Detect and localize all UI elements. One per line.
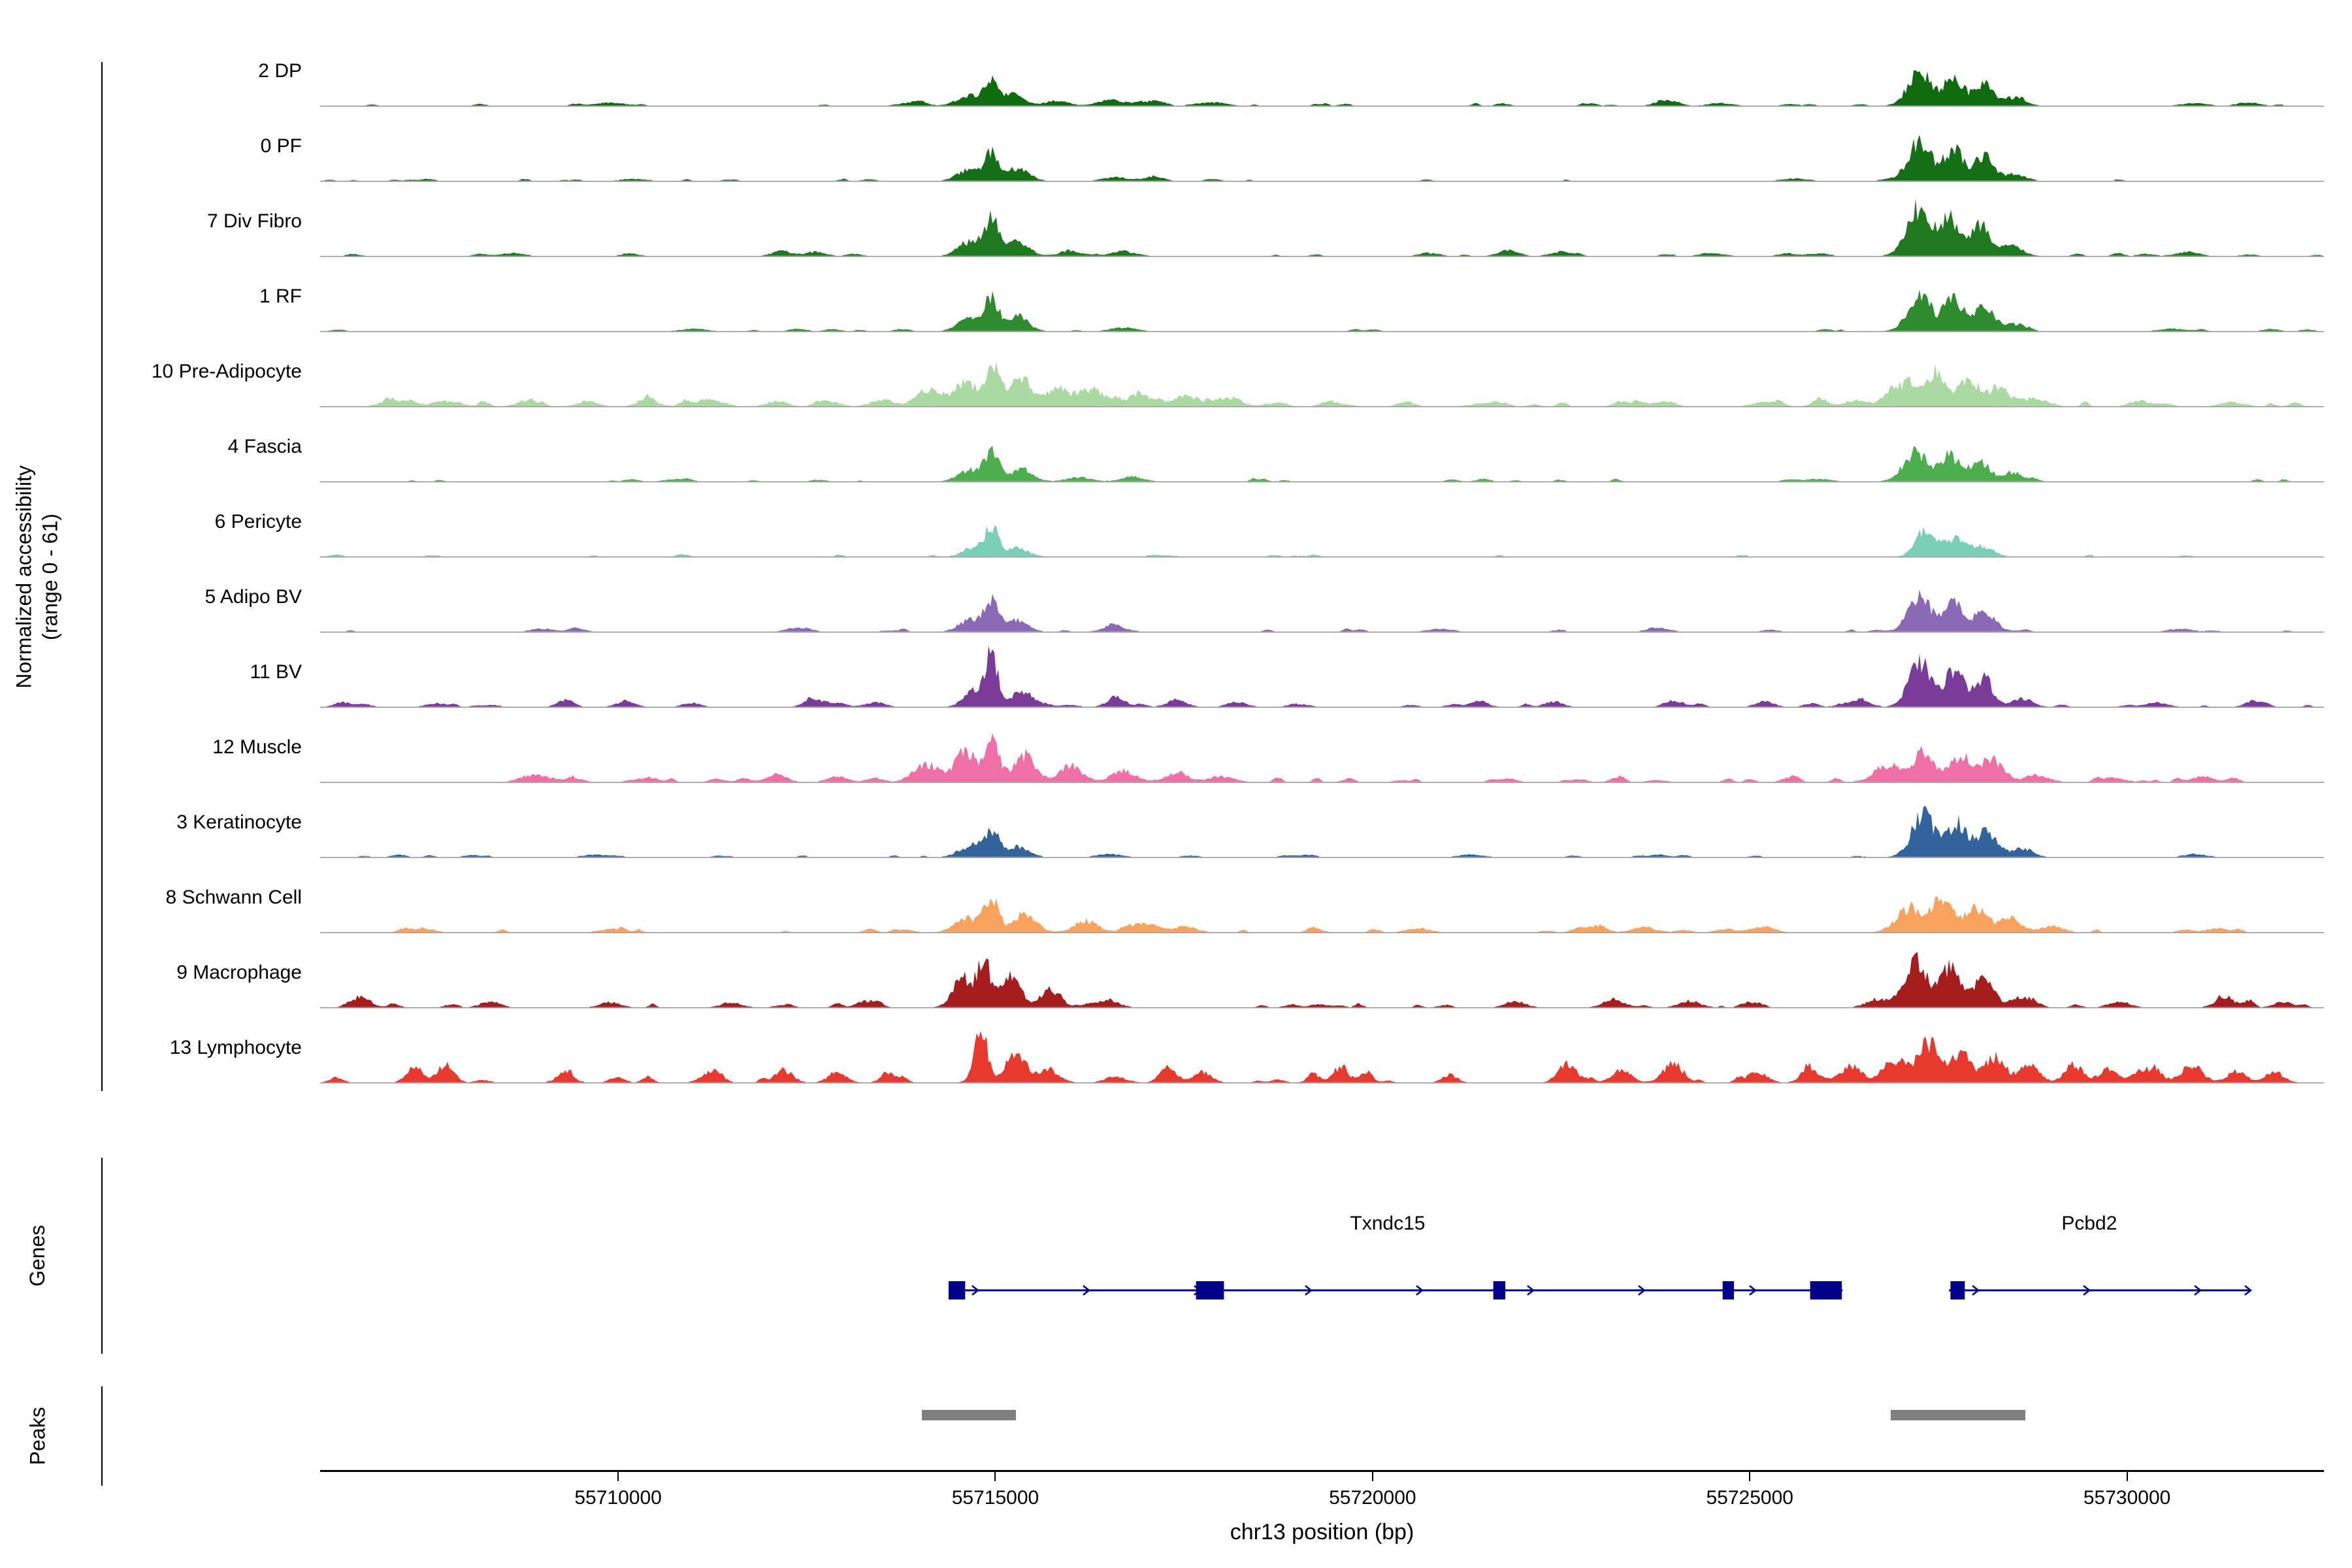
track-label: 3 Keratinocyte <box>176 811 302 833</box>
genes-section-label: Genes <box>25 1224 49 1287</box>
track-signal <box>320 198 2324 257</box>
track-signal <box>320 135 2324 182</box>
x-axis-tick-label: 55725000 <box>1706 1487 1793 1509</box>
x-axis-tick-label: 55720000 <box>1329 1487 1416 1509</box>
track-label: 1 RF <box>259 286 302 307</box>
track-label: 8 Schwann Cell <box>165 887 302 908</box>
x-axis-tick <box>994 1471 996 1481</box>
gene-models: Txndc15 Pcbd2 <box>948 1213 2253 1299</box>
track-signal <box>320 1031 2324 1084</box>
genes-axis-bracket <box>101 1158 103 1354</box>
track-label: 6 Pericyte <box>214 511 302 532</box>
gene-model: Txndc15 <box>948 1213 1844 1299</box>
track-signal <box>320 289 2324 333</box>
track-label: 0 PF <box>260 135 302 157</box>
track-label: 2 DP <box>258 60 302 82</box>
track-label: 9 Macrophage <box>176 962 302 983</box>
x-axis-tick <box>617 1471 619 1481</box>
gene-name-label: Txndc15 <box>1350 1213 1425 1234</box>
y-axis-label-line1: Normalized accessibility <box>12 465 36 689</box>
x-axis-tick-label: 55715000 <box>951 1487 1039 1509</box>
y-axis-label-line2: (range 0 - 61) <box>39 513 62 640</box>
x-axis-title: chr13 position (bp) <box>1230 1520 1414 1544</box>
x-axis-tick-label: 55730000 <box>2083 1487 2171 1509</box>
tracks-axis-bracket <box>101 62 103 1091</box>
track-signal <box>320 733 2324 783</box>
track-signal <box>320 806 2324 858</box>
track-label: 10 Pre-Adipocyte <box>151 361 302 382</box>
track-signal <box>320 589 2324 633</box>
track-label: 4 Fascia <box>227 436 302 457</box>
x-axis-line <box>320 1470 2324 1472</box>
track-label: 12 Muscle <box>212 736 302 758</box>
peaks-axis-bracket <box>101 1386 103 1486</box>
track-signal <box>320 645 2324 708</box>
peaks-section-label: Peaks <box>25 1407 49 1465</box>
peak-region-bar <box>922 1410 1016 1420</box>
x-axis-tick <box>1749 1471 1751 1481</box>
track-label: 11 BV <box>250 661 302 683</box>
track-signal <box>320 525 2324 558</box>
track-signal <box>320 70 2324 107</box>
x-axis-tick-label: 55710000 <box>574 1487 662 1509</box>
track-label: 5 Adipo BV <box>204 586 302 608</box>
track-signal <box>320 952 2324 1009</box>
track-label: 13 Lymphocyte <box>169 1037 302 1058</box>
x-axis-tick <box>2126 1471 2128 1481</box>
track-signal <box>320 446 2324 483</box>
gene-model: Pcbd2 <box>1949 1213 2253 1299</box>
x-axis-tick <box>1371 1471 1373 1481</box>
peak-region-bar <box>1891 1410 2025 1420</box>
track-signal <box>320 896 2324 934</box>
track-signal <box>320 361 2324 408</box>
gene-name-label: Pcbd2 <box>2061 1213 2117 1234</box>
track-label: 7 Div Fibro <box>206 210 302 232</box>
